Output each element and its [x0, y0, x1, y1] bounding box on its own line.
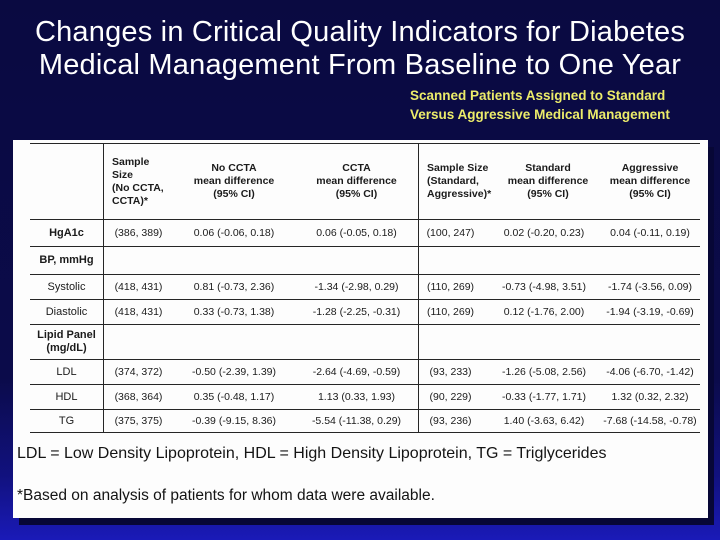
data-cell [173, 247, 295, 275]
data-cell: 0.12 (-1.76, 2.00) [496, 300, 600, 325]
data-cell [295, 325, 418, 360]
data-cell: -0.39 (-9.15, 8.36) [173, 410, 295, 433]
data-cell [496, 247, 600, 275]
data-cell: -2.64 (-4.69, -0.59) [295, 360, 418, 385]
data-cell: (386, 389) [103, 220, 173, 247]
header-cell [30, 143, 103, 220]
data-cell [173, 325, 295, 360]
header-cell: Aggressive mean difference (95% CI) [600, 143, 700, 220]
row-label: BP, mmHg [30, 247, 103, 275]
slide-subtitle-line2: Versus Aggressive Medical Management [410, 107, 670, 122]
data-cell [103, 325, 173, 360]
row-label: LDL [30, 360, 103, 385]
slide-title: Changes in Critical Quality Indicators f… [0, 16, 720, 82]
header-cell: Sample Size (No CCTA, CCTA)* [103, 143, 173, 220]
slide-subtitle: Scanned Patients Assigned to Standard Ve… [410, 86, 670, 124]
row-label: Lipid Panel (mg/dL) [30, 325, 103, 360]
data-cell: -7.68 (-14.58, -0.78) [600, 410, 700, 433]
data-cell: -0.73 (-4.98, 3.51) [496, 275, 600, 300]
data-cell: (100, 247) [418, 220, 496, 247]
data-cell: (368, 364) [103, 385, 173, 410]
data-cell: -1.34 (-2.98, 0.29) [295, 275, 418, 300]
data-cell: -4.06 (-6.70, -1.42) [600, 360, 700, 385]
data-cell: -1.94 (-3.19, -0.69) [600, 300, 700, 325]
data-cell [600, 325, 700, 360]
data-cell: 1.32 (0.32, 2.32) [600, 385, 700, 410]
header-cell: Standard mean difference (95% CI) [496, 143, 600, 220]
data-cell: 0.02 (-0.20, 0.23) [496, 220, 600, 247]
data-cell: -0.33 (-1.77, 1.71) [496, 385, 600, 410]
row-label: TG [30, 410, 103, 433]
data-cell: 0.04 (-0.11, 0.19) [600, 220, 700, 247]
row-label: Systolic [30, 275, 103, 300]
slide-subtitle-line1: Scanned Patients Assigned to Standard [410, 88, 666, 103]
row-label: HDL [30, 385, 103, 410]
data-cell: -1.74 (-3.56, 0.09) [600, 275, 700, 300]
data-cell: 0.81 (-0.73, 2.36) [173, 275, 295, 300]
data-cell: (375, 375) [103, 410, 173, 433]
data-cell: 0.33 (-0.73, 1.38) [173, 300, 295, 325]
data-cell: 0.06 (-0.06, 0.18) [173, 220, 295, 247]
footnote-asterisk: *Based on analysis of patients for whom … [17, 487, 435, 504]
slide-title-line2: Medical Management From Baseline to One … [38, 49, 682, 81]
data-cell [418, 325, 496, 360]
data-cell: 0.06 (-0.05, 0.18) [295, 220, 418, 247]
row-label: Diastolic [30, 300, 103, 325]
row-label: HgA1c [30, 220, 103, 247]
data-cell: (93, 236) [418, 410, 496, 433]
data-cell: (110, 269) [418, 300, 496, 325]
data-cell: (90, 229) [418, 385, 496, 410]
footnote-abbreviations: LDL = Low Density Lipoprotein, HDL = Hig… [17, 445, 607, 462]
data-cell: 1.13 (0.33, 1.93) [295, 385, 418, 410]
data-cell [418, 247, 496, 275]
header-cell: No CCTA mean difference (95% CI) [173, 143, 295, 220]
data-cell: (110, 269) [418, 275, 496, 300]
data-cell: (93, 233) [418, 360, 496, 385]
data-cell: (418, 431) [103, 275, 173, 300]
data-cell: -0.50 (-2.39, 1.39) [173, 360, 295, 385]
data-cell [600, 247, 700, 275]
slide-title-line1: Changes in Critical Quality Indicators f… [34, 16, 686, 48]
data-cell: 1.40 (-3.63, 6.42) [496, 410, 600, 433]
data-cell: -1.26 (-5.08, 2.56) [496, 360, 600, 385]
data-cell: 0.35 (-0.48, 1.17) [173, 385, 295, 410]
indicator-table: Sample Size (No CCTA, CCTA)* No CCTA mean… [30, 143, 700, 433]
header-cell: Sample Size (Standard, Aggressive)* [418, 143, 496, 220]
data-cell [295, 247, 418, 275]
data-cell: -1.28 (-2.25, -0.31) [295, 300, 418, 325]
content-panel: Sample Size (No CCTA, CCTA)* No CCTA mean… [13, 140, 708, 518]
data-cell: (374, 372) [103, 360, 173, 385]
data-cell [103, 247, 173, 275]
data-cell [496, 325, 600, 360]
header-cell: CCTA mean difference (95% CI) [295, 143, 418, 220]
data-cell: -5.54 (-11.38, 0.29) [295, 410, 418, 433]
data-cell: (418, 431) [103, 300, 173, 325]
